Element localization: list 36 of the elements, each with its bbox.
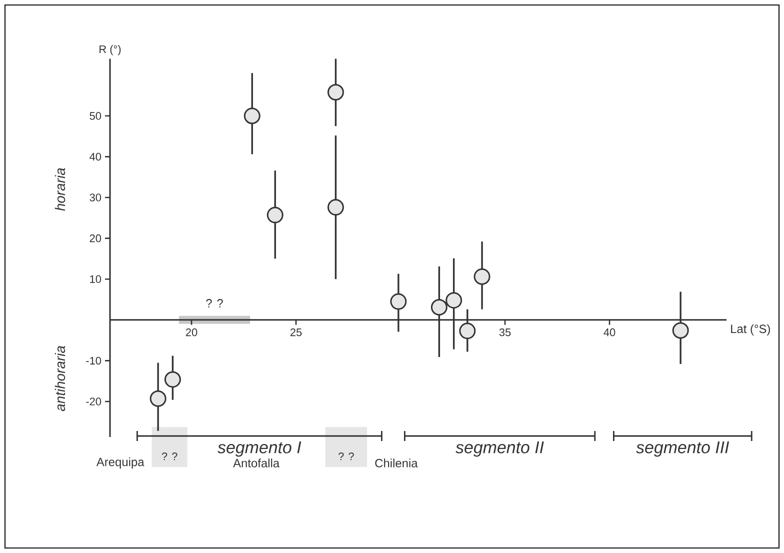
y-tick-label: 10 bbox=[90, 275, 102, 283]
point bbox=[164, 371, 181, 388]
point bbox=[390, 293, 407, 310]
point bbox=[150, 390, 166, 407]
text: ? ? bbox=[338, 452, 354, 460]
text: segmento III bbox=[636, 442, 730, 457]
text: ? ? bbox=[162, 452, 178, 460]
annotation: ? ? bbox=[206, 299, 223, 308]
text: antihoraria bbox=[54, 346, 66, 412]
text: horaria bbox=[54, 168, 66, 211]
point bbox=[327, 199, 344, 216]
text: Arequipa bbox=[96, 457, 144, 469]
x-tick-label: 25 bbox=[290, 328, 302, 336]
text: segmento II bbox=[456, 442, 544, 457]
x-axis-title: Lat (°S) bbox=[731, 324, 770, 336]
x-tick-label: 35 bbox=[499, 328, 511, 336]
y-tick-label: 40 bbox=[90, 152, 102, 161]
text: segmento I bbox=[218, 442, 302, 457]
y-axis-title: R (°) bbox=[100, 45, 121, 56]
point bbox=[327, 84, 344, 100]
point bbox=[474, 268, 490, 285]
y-tick-label: 50 bbox=[90, 112, 102, 120]
point bbox=[430, 299, 448, 316]
y-tick-label: -10 bbox=[86, 356, 102, 365]
x-tick-label: 20 bbox=[186, 328, 198, 336]
y-tick-label: -20 bbox=[86, 398, 102, 406]
point bbox=[459, 322, 476, 340]
x-tick-label: 40 bbox=[604, 328, 616, 336]
text: Chilenia bbox=[375, 458, 418, 468]
point bbox=[244, 108, 260, 124]
text: Antofalla bbox=[233, 458, 280, 468]
y-tick-label: 30 bbox=[90, 194, 102, 202]
y-tick-label: 20 bbox=[90, 234, 102, 242]
point bbox=[266, 206, 284, 224]
point bbox=[672, 322, 689, 339]
point bbox=[446, 292, 462, 309]
